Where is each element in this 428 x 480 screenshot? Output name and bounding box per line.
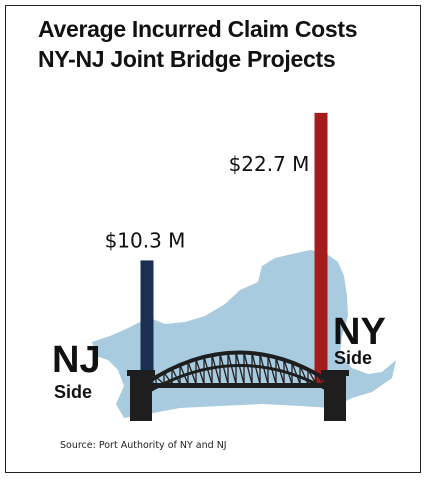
bridge-tower-right-cap — [321, 370, 349, 376]
bridge-truss-diagonal — [259, 353, 269, 385]
bridge-truss-diagonal — [235, 352, 245, 385]
bridge-tower-left-cap — [127, 370, 155, 376]
bridge-truss-diagonal — [203, 356, 213, 385]
bridge-truss-diagonal — [283, 359, 293, 385]
bridge-truss-diagonal — [171, 368, 181, 385]
bar-ny — [314, 112, 328, 384]
bridge-truss-diagonal — [315, 373, 325, 385]
bridge-arch-upper — [140, 350, 335, 388]
bar-nj — [140, 260, 154, 383]
chart-title-line-1: Average Incurred Claim Costs — [38, 16, 358, 42]
bridge-illustration — [127, 350, 349, 421]
bridge-truss-diagonal — [219, 353, 229, 385]
ny-side-label: Side — [334, 348, 373, 368]
nj-side-label: Side — [54, 382, 93, 402]
bridge-truss-diagonal — [155, 376, 165, 385]
bridge-truss-diagonal — [251, 352, 261, 385]
bridge-truss-diagonal — [195, 358, 205, 385]
bridge-truss-diagonal — [187, 361, 197, 385]
bridge-truss-diagonal — [291, 362, 301, 385]
bridge-truss-diagonal — [163, 372, 173, 385]
bridge-tower-right — [324, 373, 346, 421]
bridge-tower-left — [130, 373, 152, 421]
source-note: Source: Port Authority of NY and NJ — [60, 440, 227, 451]
bridge-truss-diagonal — [307, 369, 317, 385]
bridge-truss-diagonal — [211, 354, 221, 385]
bridge-truss-diagonal — [267, 355, 277, 385]
bridge-truss-diagonal — [243, 352, 253, 385]
bridge-truss-diagonal — [227, 352, 237, 385]
bridge-deck — [132, 383, 346, 388]
bridge-truss-diagonal — [299, 365, 309, 385]
nj-category-label: NJ — [52, 339, 101, 381]
ny-category-label: NY — [333, 311, 386, 353]
chart-title: Average Incurred Claim Costs NY-NJ Joint… — [38, 14, 358, 74]
chart-title-line-2: NY-NJ Joint Bridge Projects — [38, 46, 336, 72]
value-label-ny: $22.7 M — [229, 152, 310, 176]
bridge-truss-diagonal — [275, 357, 285, 385]
value-label-nj: $10.3 M — [105, 228, 186, 252]
bridge-truss-diagonal — [179, 364, 189, 385]
